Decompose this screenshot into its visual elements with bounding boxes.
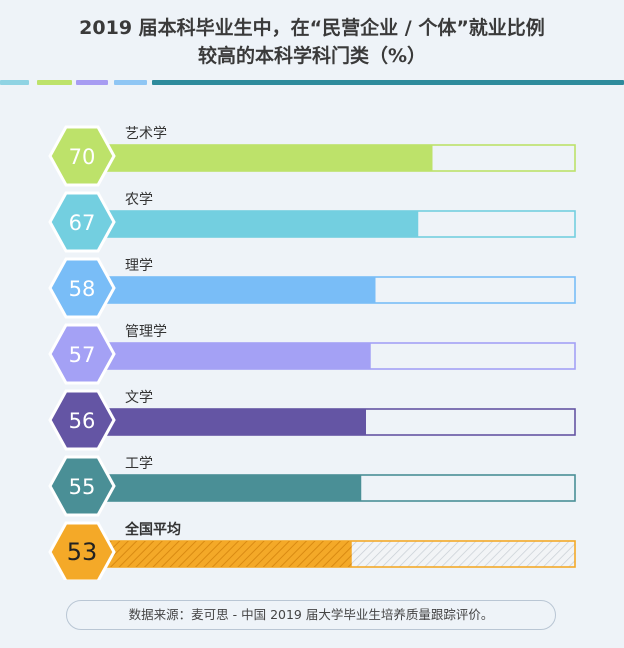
decor-stripe-3 — [76, 80, 108, 85]
value-label: 70 — [69, 145, 96, 169]
bar — [100, 541, 352, 567]
bar-row: 57 管理学 — [48, 323, 576, 385]
value-hexagon — [48, 191, 116, 253]
value-hexagon — [48, 125, 116, 187]
bar — [100, 211, 419, 237]
bar — [100, 145, 433, 171]
value-hexagon — [48, 323, 116, 385]
value-hexagon — [48, 521, 116, 580]
chart-title-line-1: 2019 届本科毕业生中，在“民营企业 / 个体”就业比例 — [79, 17, 545, 39]
decor-stripe-1 — [0, 80, 29, 85]
source-note: 数据来源：麦可思 - 中国 2019 届大学毕业生培养质量跟踪评价。 — [66, 600, 556, 630]
bar — [100, 475, 362, 501]
bar — [100, 343, 371, 369]
value-label: 56 — [69, 409, 96, 433]
bar-row: 67 农学 — [48, 191, 576, 253]
category-label: 管理学 — [125, 324, 167, 340]
value-label: 58 — [69, 277, 96, 301]
bar-row: 55 工学 — [48, 455, 576, 517]
decor-stripe-2 — [37, 80, 72, 85]
bar-chart: 70 艺术学 67 农学 58 理学 57 管理学 56 文学 55 工学 53 全国平均 — [48, 125, 576, 580]
value-label: 67 — [69, 211, 96, 235]
category-label: 工学 — [125, 456, 153, 472]
category-label: 全国平均 — [124, 521, 181, 538]
value-hexagon — [48, 389, 116, 451]
decor-stripe-5 — [152, 80, 624, 85]
bar-row: 53 全国平均 — [48, 521, 576, 580]
chart-title-line-2: 较高的本科学科门类（%） — [197, 45, 427, 67]
chart-title: 2019 届本科毕业生中，在“民营企业 / 个体”就业比例 较高的本科学科门类（… — [0, 14, 624, 70]
bar-row: 58 理学 — [48, 257, 576, 319]
bar-row: 56 文学 — [48, 389, 576, 451]
value-hexagon — [48, 455, 116, 517]
bar — [100, 409, 366, 435]
value-label: 57 — [69, 343, 96, 367]
bar — [100, 277, 376, 303]
decor-stripe-4 — [114, 80, 147, 85]
bar-row: 70 艺术学 — [48, 125, 576, 187]
value-hexagon — [48, 257, 116, 319]
category-label: 农学 — [125, 192, 153, 208]
header: 2019 届本科毕业生中，在“民营企业 / 个体”就业比例 较高的本科学科门类（… — [0, 0, 624, 78]
value-label: 53 — [67, 538, 98, 566]
category-label: 理学 — [125, 258, 153, 274]
category-label: 文学 — [125, 390, 153, 406]
category-label: 艺术学 — [125, 126, 167, 142]
value-label: 55 — [69, 475, 96, 499]
